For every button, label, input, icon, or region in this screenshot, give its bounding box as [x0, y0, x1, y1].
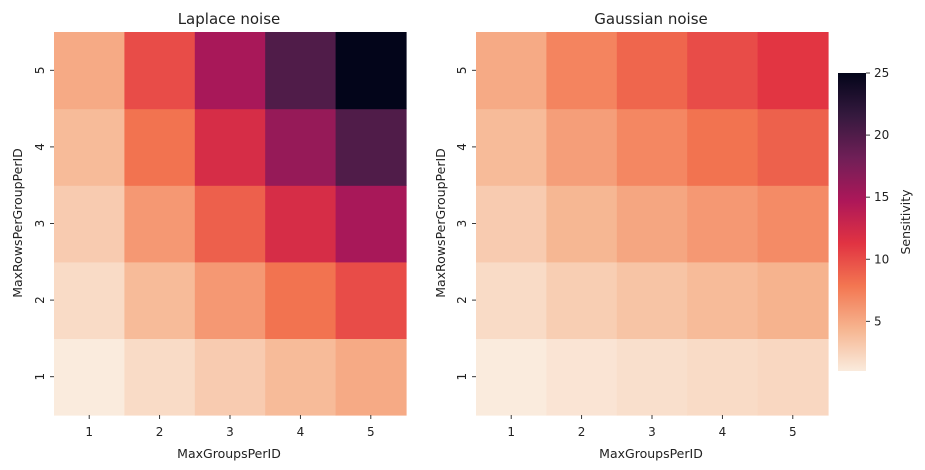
gaussian-chart-title: Gaussian noise	[594, 10, 707, 28]
laplace-cell-r1-c4	[265, 338, 337, 416]
gaussian-cell-r3-c5	[757, 185, 829, 263]
laplace-x-tick-label: 1	[85, 425, 93, 439]
laplace-cell-r4-c5	[335, 108, 407, 186]
laplace-x-ticks: 1 2 3 4 5	[85, 415, 375, 439]
colorbar-tick-label: 5	[874, 314, 882, 328]
gaussian-cell-r2-c2	[546, 261, 618, 339]
laplace-cell-r2-c2	[124, 261, 196, 339]
gaussian-cell-r2-c4	[687, 261, 759, 339]
laplace-y-tick-label: 5	[33, 66, 47, 74]
gaussian-cell-r1-c4	[687, 338, 759, 416]
laplace-cell-r4-c2	[124, 108, 196, 186]
gaussian-cell-r4-c2	[546, 108, 618, 186]
gaussian-cell-r3-c1	[476, 185, 547, 263]
colorbar-tick-label: 15	[874, 190, 889, 204]
gaussian-cell-r2-c3	[616, 261, 688, 339]
laplace-cell-r3-c3	[194, 185, 266, 263]
laplace-cell-r5-c5	[335, 32, 407, 110]
gaussian-cell-r2-c5	[757, 261, 829, 339]
colorbar-tick-label: 25	[874, 66, 889, 80]
gaussian-cell-r5-c1	[476, 32, 547, 110]
gaussian-cell-r5-c5	[757, 32, 829, 110]
gaussian-cell-r4-c1	[476, 108, 547, 186]
gaussian-cell-r5-c3	[616, 32, 688, 110]
laplace-y-tick-label: 2	[33, 296, 47, 304]
laplace-cell-r2-c4	[265, 261, 337, 339]
laplace-cell-r3-c1	[54, 185, 125, 263]
laplace-x-axis-label: MaxGroupsPerID	[177, 446, 281, 461]
laplace-cell-r4-c3	[194, 108, 266, 186]
laplace-cell-r2-c1	[54, 261, 125, 339]
gaussian-cell-r4-c3	[616, 108, 688, 186]
gaussian-cell-r4-c5	[757, 108, 829, 186]
gaussian-cell-r1-c3	[616, 338, 688, 416]
gaussian-cell-r5-c4	[687, 32, 759, 110]
gaussian-cell-r3-c2	[546, 185, 618, 263]
laplace-x-tick-label: 5	[367, 425, 375, 439]
gaussian-x-axis-label: MaxGroupsPerID	[599, 446, 703, 461]
laplace-heatmap-panel: Laplace noise 1 2 3 4 5 1 2 3 4 5 MaxGroupsPerID…	[10, 10, 407, 461]
gaussian-x-tick-label: 2	[578, 425, 586, 439]
laplace-x-tick-label: 3	[226, 425, 234, 439]
laplace-y-tick-label: 1	[33, 373, 47, 381]
laplace-cell-r1-c1	[54, 338, 125, 416]
gaussian-y-tick-label: 1	[455, 373, 469, 381]
gaussian-x-ticks: 1 2 3 4 5	[507, 415, 797, 439]
gaussian-y-tick-label: 5	[455, 66, 469, 74]
colorbar: 5 10 15 20 25 Sensitivity	[838, 66, 913, 371]
laplace-cell-r1-c2	[124, 338, 196, 416]
gaussian-cell-r5-c2	[546, 32, 618, 110]
laplace-cell-r5-c4	[265, 32, 337, 110]
laplace-cell-r4-c1	[54, 108, 125, 186]
gaussian-cell-r1-c2	[546, 338, 618, 416]
colorbar-tick-label: 20	[874, 128, 889, 142]
laplace-cell-r1-c5	[335, 338, 407, 416]
gaussian-x-tick-label: 5	[789, 425, 797, 439]
gaussian-cell-r3-c4	[687, 185, 759, 263]
colorbar-ticks: 5 10 15 20 25	[866, 66, 889, 328]
colorbar-label: Sensitivity	[898, 189, 913, 255]
gaussian-y-tick-label: 3	[455, 220, 469, 228]
laplace-cell-r5-c2	[124, 32, 196, 110]
laplace-y-axis-label: MaxRowsPerGroupPerID	[10, 148, 25, 298]
laplace-cell-r1-c3	[194, 338, 266, 416]
laplace-cell-r4-c4	[265, 108, 337, 186]
gaussian-cell-r1-c1	[476, 338, 547, 416]
laplace-y-ticks: 1 2 3 4 5	[33, 66, 54, 381]
laplace-x-tick-label: 2	[156, 425, 164, 439]
gaussian-x-tick-label: 1	[507, 425, 515, 439]
laplace-cell-r5-c1	[54, 32, 125, 110]
laplace-heatmap-cells	[54, 32, 407, 416]
gaussian-cell-r2-c1	[476, 261, 547, 339]
laplace-y-tick-label: 4	[33, 143, 47, 151]
laplace-cell-r3-c4	[265, 185, 337, 263]
gaussian-y-ticks: 1 2 3 4 5	[455, 66, 476, 381]
gaussian-x-tick-label: 3	[648, 425, 656, 439]
laplace-cell-r3-c2	[124, 185, 196, 263]
colorbar-tick-label: 10	[874, 252, 889, 266]
gaussian-heatmap-cells	[476, 32, 829, 416]
laplace-y-tick-label: 3	[33, 220, 47, 228]
gaussian-y-tick-label: 2	[455, 296, 469, 304]
colorbar-gradient	[838, 73, 866, 371]
gaussian-x-tick-label: 4	[719, 425, 727, 439]
laplace-cell-r3-c5	[335, 185, 407, 263]
laplace-chart-title: Laplace noise	[178, 10, 281, 28]
laplace-cell-r2-c5	[335, 261, 407, 339]
gaussian-cell-r1-c5	[757, 338, 829, 416]
laplace-cell-r5-c3	[194, 32, 266, 110]
gaussian-y-tick-label: 4	[455, 143, 469, 151]
gaussian-heatmap-panel: Gaussian noise 1 2 3 4 5 1 2 3 4 5 MaxGroupsPerI…	[433, 10, 829, 461]
gaussian-cell-r3-c3	[616, 185, 688, 263]
gaussian-cell-r4-c4	[687, 108, 759, 186]
gaussian-y-axis-label: MaxRowsPerGroupPerID	[433, 148, 448, 298]
laplace-cell-r2-c3	[194, 261, 266, 339]
laplace-x-tick-label: 4	[297, 425, 305, 439]
